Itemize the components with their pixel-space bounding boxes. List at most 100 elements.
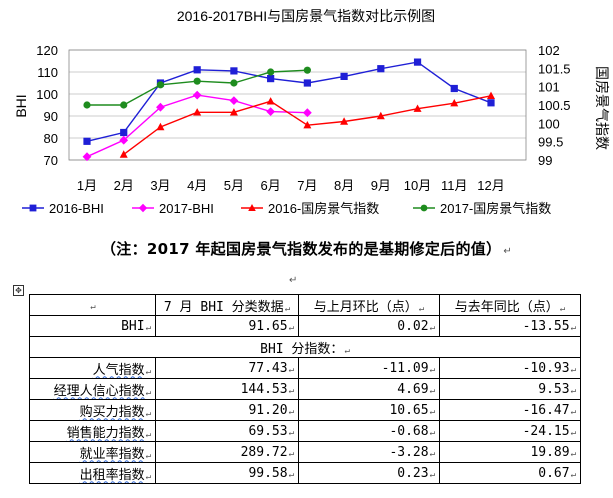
row-label[interactable]: BHI↵ xyxy=(29,315,156,337)
cell-mark: ↵ xyxy=(288,427,294,438)
value-cell[interactable]: 99.58↵ xyxy=(155,462,299,484)
header-cell[interactable]: 与上月环比（点）↵ xyxy=(298,294,440,316)
value-cell-text: -13.55 xyxy=(522,318,570,334)
table-row: 经理人信心指数↵ 144.53↵ 4.69↵ 9.53↵ xyxy=(29,378,581,400)
row-label-text: BHI xyxy=(121,318,145,334)
row-label[interactable]: 出租率指数↵ xyxy=(29,462,156,484)
cell-mark: ↵ xyxy=(429,448,435,459)
value-cell[interactable]: -11.09↵ xyxy=(298,357,440,379)
footnote-text: （注：2017 年起国房景气指数发布的是基期修定后的值） xyxy=(100,240,502,258)
point-marker xyxy=(83,101,91,109)
value-cell-text: 99.58 xyxy=(248,465,288,481)
cell-mark: ↵ xyxy=(90,301,96,312)
right-axis-label: 国房景气指数 xyxy=(594,66,610,150)
point-marker xyxy=(120,128,128,137)
table-subheader-row: BHI 分指数：↵ xyxy=(29,336,581,358)
point-marker xyxy=(230,67,238,75)
value-cell[interactable]: -10.93↵ xyxy=(439,357,581,379)
row-label-text: 购买力指数 xyxy=(79,404,145,420)
point-marker xyxy=(193,108,202,116)
value-cell[interactable]: 0.67↵ xyxy=(439,462,581,484)
chart-series xyxy=(82,58,495,162)
point-marker xyxy=(303,66,311,74)
row-label[interactable]: 销售能力指数↵ xyxy=(29,420,156,442)
row-label[interactable]: 经理人信心指数↵ xyxy=(29,378,156,400)
paragraph-mark: ↵ xyxy=(289,275,298,286)
plot-area-frame xyxy=(68,49,527,161)
point-marker xyxy=(229,96,239,105)
value-cell[interactable]: 69.53↵ xyxy=(155,420,299,442)
point-marker xyxy=(413,104,422,112)
value-cell-text: 0.02 xyxy=(397,318,429,334)
series-line xyxy=(87,69,308,106)
point-marker xyxy=(83,137,91,145)
point-marker xyxy=(156,102,165,112)
value-cell[interactable]: 91.20↵ xyxy=(155,399,299,421)
value-cell[interactable]: 91.65↵ xyxy=(155,315,299,337)
x-tick-label: 7月 xyxy=(297,178,317,193)
x-tick-label: 5月 xyxy=(224,178,244,193)
value-cell-text: 4.69 xyxy=(397,381,429,397)
value-cell-text: 19.89 xyxy=(530,444,570,460)
point-marker xyxy=(266,97,275,105)
point-marker xyxy=(230,79,238,87)
point-marker xyxy=(156,81,165,89)
value-cell[interactable]: 0.02↵ xyxy=(298,315,440,337)
table-move-handle-icon[interactable]: ✥ xyxy=(13,285,24,296)
value-cell[interactable]: -0.68↵ xyxy=(298,420,440,442)
row-label[interactable]: 就业率指数↵ xyxy=(29,441,156,463)
row-label[interactable]: 人气指数↵ xyxy=(29,357,156,379)
header-cell-text: 与上月环比（点） xyxy=(313,299,418,315)
left-axis-label: BHI xyxy=(13,94,29,117)
header-cell[interactable]: 与去年同比（点）↵ xyxy=(439,294,581,316)
point-marker xyxy=(302,108,312,118)
left-tick-label: 120 xyxy=(36,43,58,58)
row-label-text: 出租率指数 xyxy=(79,467,145,483)
footnote: （注：2017 年起国房景气指数发布的是基期修定后的值） ↵ xyxy=(0,238,613,259)
value-cell-text: 69.53 xyxy=(248,423,288,439)
series-line xyxy=(86,61,492,142)
row-label-text: 就业率指数 xyxy=(79,446,145,462)
right-tick-label: 100.5 xyxy=(538,98,571,113)
point-marker xyxy=(119,135,129,145)
value-cell[interactable]: 144.53↵ xyxy=(155,378,299,400)
point-marker xyxy=(450,84,458,93)
cell-mark: ↵ xyxy=(288,322,294,333)
value-cell[interactable]: 0.23↵ xyxy=(298,462,440,484)
legend-label: 2016-国房景气指数 xyxy=(268,201,379,216)
value-cell[interactable]: 289.72↵ xyxy=(155,441,299,463)
paragraph-mark: ↵ xyxy=(503,246,513,257)
row-label-text: 经理人信心指数 xyxy=(53,383,145,399)
point-marker xyxy=(450,98,459,107)
value-cell[interactable]: -3.28↵ xyxy=(298,441,440,463)
value-cell[interactable]: -24.15↵ xyxy=(439,420,581,442)
point-marker xyxy=(377,65,385,73)
cell-mark: ↵ xyxy=(570,427,576,438)
value-cell[interactable]: 10.65↵ xyxy=(298,399,440,421)
value-cell[interactable]: 19.89↵ xyxy=(439,441,581,463)
row-label[interactable]: 购买力指数↵ xyxy=(29,399,156,421)
series-2016-国房景气指数 xyxy=(119,91,495,158)
value-cell[interactable]: 9.53↵ xyxy=(439,378,581,400)
cell-mark: ↵ xyxy=(418,303,425,314)
header-cell-empty[interactable]: ↵ xyxy=(29,294,156,316)
table-row: 购买力指数↵ 91.20↵ 10.65↵ -16.47↵ xyxy=(29,399,581,421)
value-cell[interactable]: 77.43↵ xyxy=(155,357,299,379)
value-cell[interactable]: 4.69↵ xyxy=(298,378,440,400)
right-tick-label: 101.5 xyxy=(538,61,571,76)
left-tick-label: 90 xyxy=(44,109,58,124)
value-cell[interactable]: -13.55↵ xyxy=(439,315,581,337)
x-tick-label: 10月 xyxy=(404,178,431,193)
right-axis-tick-labels: 99 99.5 100 100.5 101 101.5 102 xyxy=(538,43,571,168)
x-tick-label: 6月 xyxy=(261,178,281,193)
cell-mark: ↵ xyxy=(429,322,435,333)
table-row: BHI↵ 91.65↵ 0.02↵ -13.55↵ xyxy=(29,315,581,337)
cell-mark: ↵ xyxy=(429,406,435,417)
subheader-cell[interactable]: BHI 分指数：↵ xyxy=(29,336,581,358)
x-tick-label: 1月 xyxy=(77,178,97,193)
value-cell-text: 289.72 xyxy=(240,444,288,460)
value-cell[interactable]: -16.47↵ xyxy=(439,399,581,421)
header-cell[interactable]: 7 月 BHI 分类数据↵ xyxy=(155,294,299,316)
series-2017-BHI xyxy=(82,90,312,162)
cell-mark: ↵ xyxy=(145,471,151,482)
